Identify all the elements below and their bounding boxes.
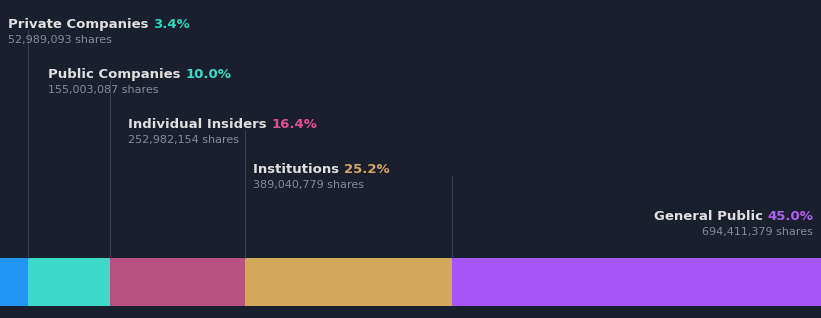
Text: 3.4%: 3.4% — [154, 18, 190, 31]
Text: 694,411,379 shares: 694,411,379 shares — [702, 227, 813, 237]
Text: 252,982,154 shares: 252,982,154 shares — [128, 135, 239, 145]
Bar — [452, 258, 821, 306]
Text: 25.2%: 25.2% — [344, 163, 389, 176]
Text: General Public: General Public — [654, 210, 767, 223]
Bar — [110, 258, 245, 306]
Text: Public Companies: Public Companies — [48, 68, 185, 81]
Text: Private Companies: Private Companies — [8, 18, 154, 31]
Text: 52,989,093 shares: 52,989,093 shares — [8, 35, 112, 45]
Text: 16.4%: 16.4% — [271, 118, 317, 131]
Text: Institutions: Institutions — [253, 163, 344, 176]
Bar — [28, 258, 110, 306]
Text: 155,003,087 shares: 155,003,087 shares — [48, 85, 158, 95]
Text: 389,040,779 shares: 389,040,779 shares — [253, 180, 364, 190]
Text: 10.0%: 10.0% — [185, 68, 231, 81]
Text: 45.0%: 45.0% — [767, 210, 813, 223]
Bar — [245, 258, 452, 306]
Text: Individual Insiders: Individual Insiders — [128, 118, 271, 131]
Bar — [0, 258, 28, 306]
